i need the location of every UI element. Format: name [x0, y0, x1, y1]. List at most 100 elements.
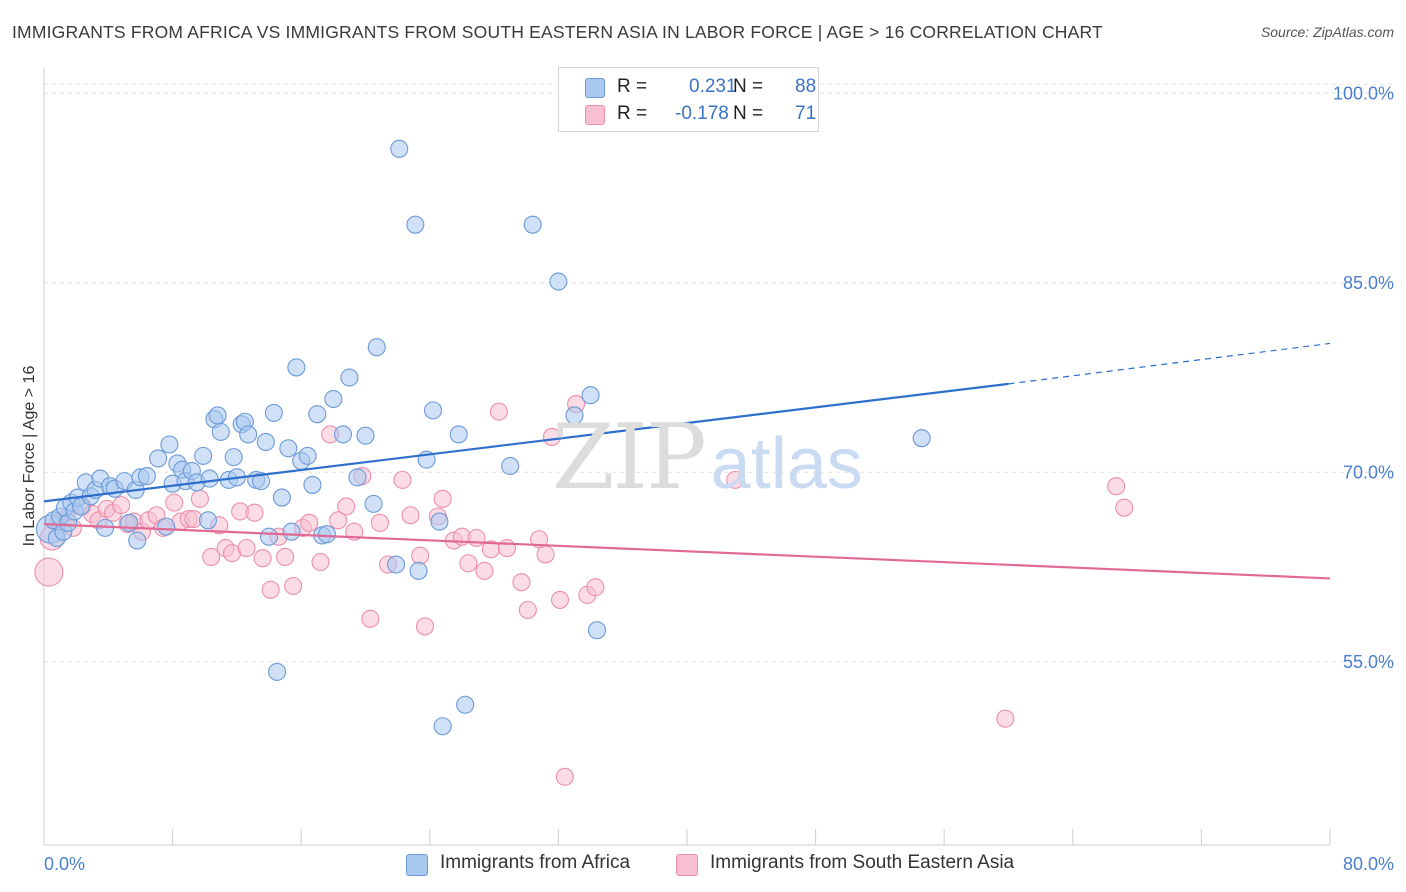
bottom-legend-swatch-africa — [406, 854, 428, 876]
africa-point — [239, 425, 258, 444]
africa-point — [912, 429, 931, 448]
sea-point — [459, 554, 478, 573]
legend-swatch-africa — [585, 78, 605, 98]
legend-r-value-sea: -0.178 — [675, 103, 729, 124]
sea-point — [202, 547, 221, 566]
africa-point — [137, 467, 156, 486]
sea-point — [337, 497, 356, 516]
trend-lines — [43, 342, 1331, 580]
y-tick-label: 55.0% — [1343, 652, 1394, 672]
sea-point — [542, 427, 562, 446]
sea-point — [555, 767, 574, 786]
africa-point — [386, 555, 406, 574]
africa-point — [298, 446, 317, 465]
sea-point — [190, 489, 209, 508]
africa-point — [423, 401, 443, 420]
sea-point — [726, 470, 745, 489]
sea-point — [311, 552, 330, 572]
africa-point — [224, 448, 243, 467]
sea-point — [536, 545, 555, 564]
legend-n-label: N = — [733, 76, 764, 97]
africa-point — [149, 449, 168, 468]
africa-point — [194, 446, 213, 465]
legend-r-label: R = — [617, 76, 648, 97]
watermark-atlas: atlas — [710, 424, 863, 504]
sea-point — [1115, 498, 1134, 517]
legend-r-label: R = — [617, 103, 648, 124]
y-tick-label: 70.0% — [1343, 462, 1394, 482]
legend-r-value-africa: 0.231 — [689, 76, 737, 97]
sea-point — [34, 557, 64, 587]
sea-point — [550, 590, 570, 609]
sea-point — [370, 513, 390, 532]
africa-point — [282, 522, 301, 541]
africa-point — [208, 406, 227, 425]
africa-point — [364, 494, 383, 513]
sea-point — [253, 549, 272, 568]
africa-point — [409, 561, 428, 580]
africa-point — [348, 468, 367, 487]
sea-point — [329, 511, 348, 530]
sea-point — [996, 709, 1015, 728]
y-tick-label: 85.0% — [1343, 273, 1394, 293]
sea-point — [401, 506, 420, 525]
africa-point — [406, 215, 425, 234]
africa-point — [272, 488, 291, 507]
africa-point — [251, 472, 271, 491]
africa-point — [279, 439, 298, 458]
africa-point — [211, 422, 230, 441]
africa-point — [317, 525, 336, 544]
legend-n-value-sea: 71 — [795, 103, 817, 124]
x-tick-label-min: 0.0% — [44, 854, 85, 874]
sea-point — [284, 576, 303, 596]
bottom-legend-label-sea: Immigrants from South Eastern Asia — [710, 852, 1015, 873]
y-axis-label: In Labor Force | Age > 16 — [21, 366, 38, 547]
sea-point — [276, 547, 295, 566]
africa-point — [449, 425, 468, 444]
africa-point — [160, 435, 179, 454]
africa-point — [549, 272, 568, 291]
legend-n-label: N = — [733, 103, 764, 124]
africa-point — [200, 469, 219, 488]
correlation-legend: R = 0.231 N = 88 R = -0.178 N = 71 — [558, 67, 819, 132]
africa-point — [333, 425, 353, 444]
africa-point — [565, 406, 584, 425]
y-tick-labels: 55.0% 70.0% 85.0% 100.0% — [1333, 83, 1394, 672]
africa-point — [501, 456, 520, 476]
africa-point — [340, 368, 359, 387]
africa-point — [456, 695, 475, 714]
sea-point — [411, 546, 430, 565]
watermark-zip: ZIP — [552, 405, 707, 510]
sea-point — [300, 513, 319, 532]
sea-point — [530, 530, 549, 549]
sea-point — [433, 489, 452, 508]
africa-point — [287, 358, 306, 377]
africa-point — [259, 527, 279, 546]
source-credit: Source: ZipAtlas.com — [1260, 24, 1394, 40]
sea-point — [467, 528, 486, 548]
africa-point — [268, 662, 287, 681]
legend-n-value-africa: 88 — [795, 76, 817, 97]
sea-point — [393, 470, 412, 489]
sea-point — [245, 503, 264, 522]
sea-point — [237, 539, 256, 558]
africa-point — [587, 621, 607, 640]
sea-point — [261, 580, 280, 599]
sea-point — [112, 496, 131, 515]
sea-point — [518, 600, 537, 620]
bottom-legend-label-africa: Immigrants from Africa — [440, 852, 631, 873]
africa-point — [198, 511, 218, 530]
africa-point — [433, 717, 452, 736]
africa-point — [523, 215, 542, 234]
sea-point — [586, 578, 605, 597]
legend-swatch-sea — [585, 105, 605, 125]
africa-point — [157, 517, 176, 536]
africa-point — [308, 405, 327, 424]
africa-point — [356, 426, 375, 445]
sea-point — [361, 609, 380, 628]
trend-line-sea — [43, 522, 1331, 580]
sea-point — [497, 539, 517, 558]
africa-point — [581, 386, 600, 405]
africa-point — [264, 403, 283, 422]
